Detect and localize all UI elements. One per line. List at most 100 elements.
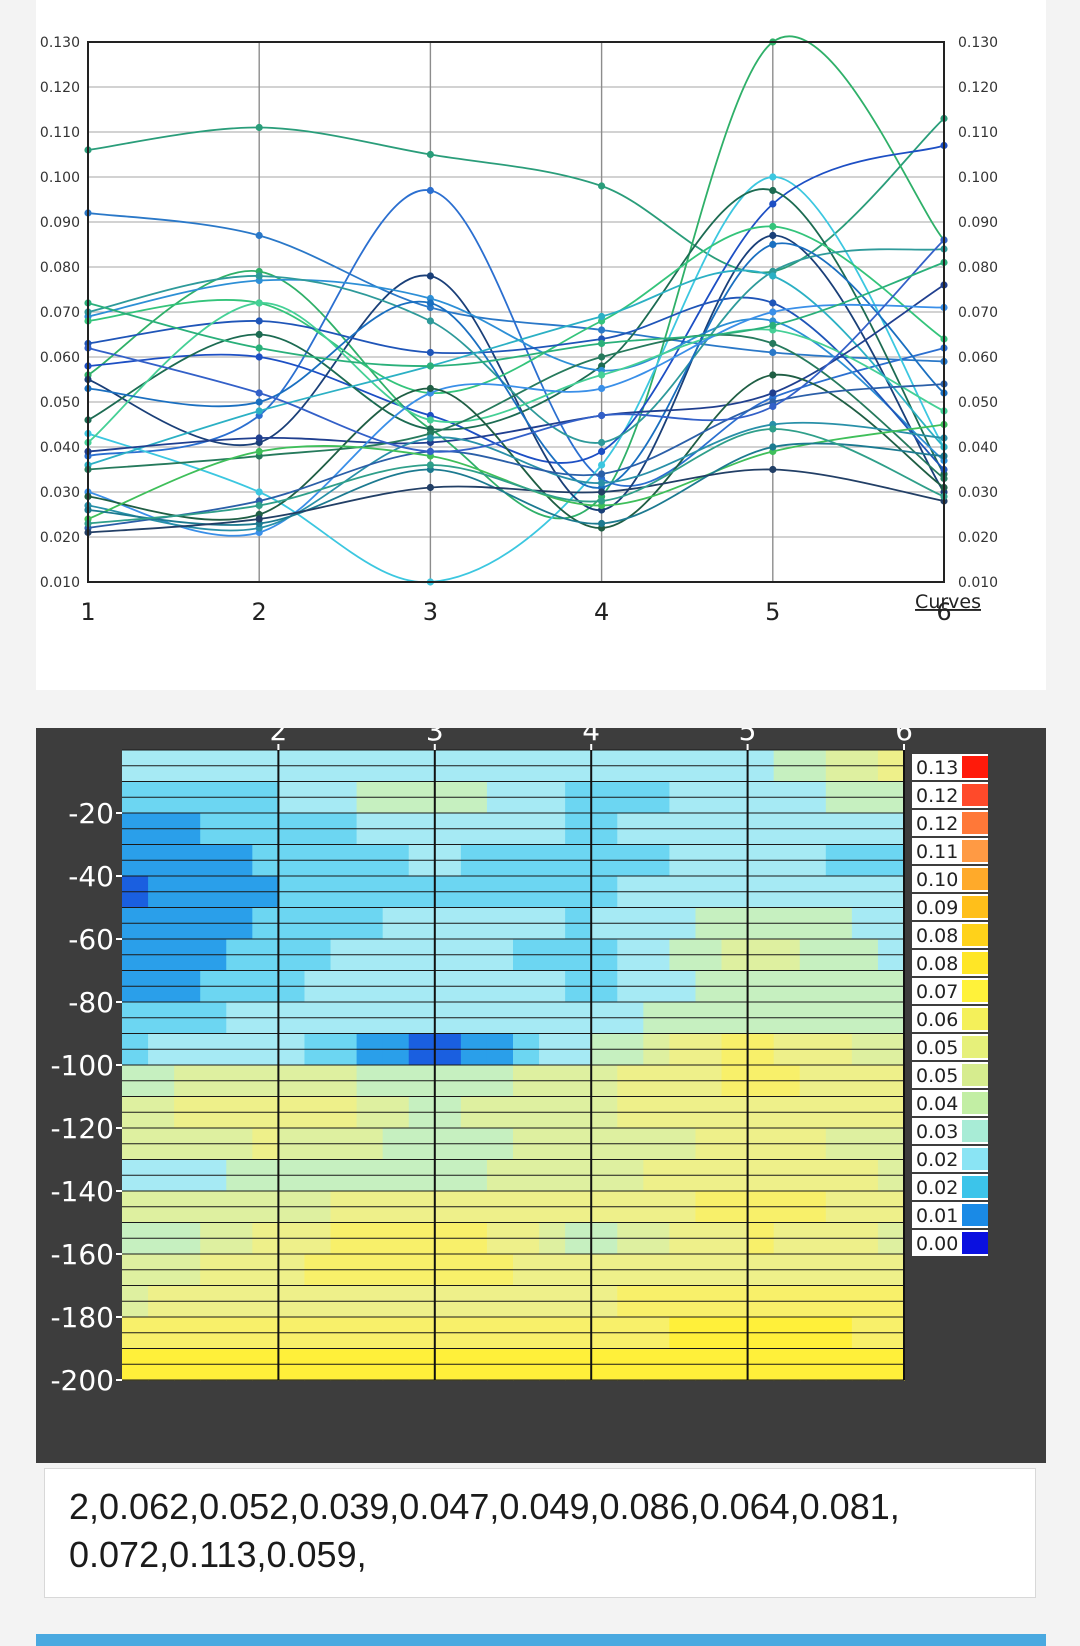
contour-axes: 2 3 4 5 6 -20 -40 -60 -80 -100 -120 -140 -160 -180 -20… (50, 728, 912, 1397)
series-point (255, 231, 263, 240)
colorbar-swatch (962, 756, 988, 778)
x-tick-label: 6 (895, 728, 913, 747)
y-tick-label-left: 0.090 (40, 215, 80, 231)
colorbar-label: 0.10 (916, 869, 958, 891)
colorbar-swatch (962, 1176, 988, 1198)
series-line (87, 188, 945, 475)
colorbar-swatch (962, 924, 988, 946)
series-point (255, 330, 263, 339)
y-tick-label: -180 (50, 1301, 114, 1334)
colorbar-label: 0.07 (916, 981, 958, 1003)
series-point (255, 398, 263, 406)
series-line (87, 176, 945, 583)
y-tick-label-left: 0.100 (40, 170, 80, 186)
series-point (769, 308, 777, 316)
series-point (426, 434, 434, 442)
series-point (769, 465, 777, 474)
series-line (87, 421, 945, 532)
colorbar-swatch (962, 1204, 988, 1226)
series-point (769, 200, 777, 208)
series-point (598, 519, 606, 528)
colorbar-label: 0.06 (916, 1009, 958, 1031)
y-tick-label: -40 (68, 860, 114, 893)
x-tick-label: 6 (936, 598, 951, 626)
y-tick-label-right: 0.130 (958, 35, 998, 51)
series-line (87, 383, 945, 529)
series-point (598, 447, 606, 456)
y-tick-label-left: 0.110 (40, 125, 80, 141)
series-point (255, 317, 263, 325)
series-point (598, 488, 606, 496)
series-point (769, 173, 777, 181)
colorbar-swatch (962, 1008, 988, 1030)
colorbar-label: 0.04 (916, 1093, 958, 1115)
series-point (769, 299, 777, 307)
series-point (426, 384, 434, 393)
y-tick-label-right: 0.070 (958, 305, 998, 321)
colorbar-swatch (962, 1148, 988, 1170)
series-point (426, 186, 434, 195)
line-chart: 0.130 0.130 0.120 0.120 0.110 0.110 0.100 0.100… (36, 0, 1046, 690)
series-point (598, 312, 606, 321)
series-point (769, 186, 777, 195)
plot-frame (87, 41, 945, 583)
y-tick-label-left: 0.130 (40, 35, 80, 51)
colorbar-swatch (962, 896, 988, 918)
series-point (769, 321, 777, 330)
series-line (87, 35, 945, 520)
series-point (255, 353, 263, 361)
series-point (255, 434, 263, 442)
y-tick-label: -160 (50, 1238, 114, 1271)
y-tick-label: -60 (68, 923, 114, 956)
colorbar-swatch (962, 812, 988, 834)
series-point (769, 389, 777, 397)
series-point (426, 461, 434, 469)
series-line (87, 302, 945, 444)
series-point (769, 272, 777, 280)
series-line (87, 269, 945, 466)
colorbar-swatch (962, 1232, 988, 1254)
series-point (598, 339, 606, 348)
line-chart-series-layer (84, 35, 948, 586)
series-point (426, 348, 434, 357)
y-tick-label-left: 0.060 (40, 350, 80, 366)
series-line (87, 303, 945, 537)
series-line (87, 248, 945, 444)
series-point (598, 371, 606, 379)
colorbar-label: 0.00 (916, 1233, 958, 1255)
x-tick-label: 4 (594, 598, 609, 626)
y-tick-label-right: 0.120 (958, 80, 998, 96)
series-point (255, 515, 263, 523)
series-point (598, 353, 606, 361)
y-tick-label: -140 (50, 1175, 114, 1208)
colorbar-swatch (962, 1120, 988, 1142)
x-tick-label: 5 (739, 728, 757, 747)
colorbar-swatch (962, 1092, 988, 1114)
series-line (87, 333, 945, 480)
series-point (255, 447, 263, 456)
colorbar-label: 0.12 (916, 785, 958, 807)
colorbar-label: 0.03 (916, 1121, 958, 1143)
series-point (255, 501, 263, 510)
x-tick-label: 3 (423, 598, 438, 626)
series-point (426, 362, 434, 370)
series-point (598, 182, 606, 190)
series-point (598, 411, 606, 420)
series-point (769, 222, 777, 231)
y-tick-label-right: 0.060 (958, 350, 998, 366)
y-tick-label-left: 0.030 (40, 485, 80, 501)
series-line (87, 117, 945, 274)
y-tick-label-left: 0.020 (40, 530, 80, 546)
y-tick-label-left: 0.050 (40, 395, 80, 411)
series-line (87, 239, 945, 453)
colorbar-label: 0.05 (916, 1065, 958, 1087)
y-tick-label: -80 (68, 986, 114, 1019)
y-tick-label: -20 (68, 797, 114, 830)
colorbar-label: 0.11 (916, 841, 958, 863)
series-point (426, 150, 434, 159)
series-point (769, 339, 777, 348)
colorbar-label: 0.02 (916, 1177, 958, 1199)
series-point (426, 447, 434, 456)
series-point (598, 497, 606, 505)
x-tick-label: 3 (426, 728, 444, 747)
